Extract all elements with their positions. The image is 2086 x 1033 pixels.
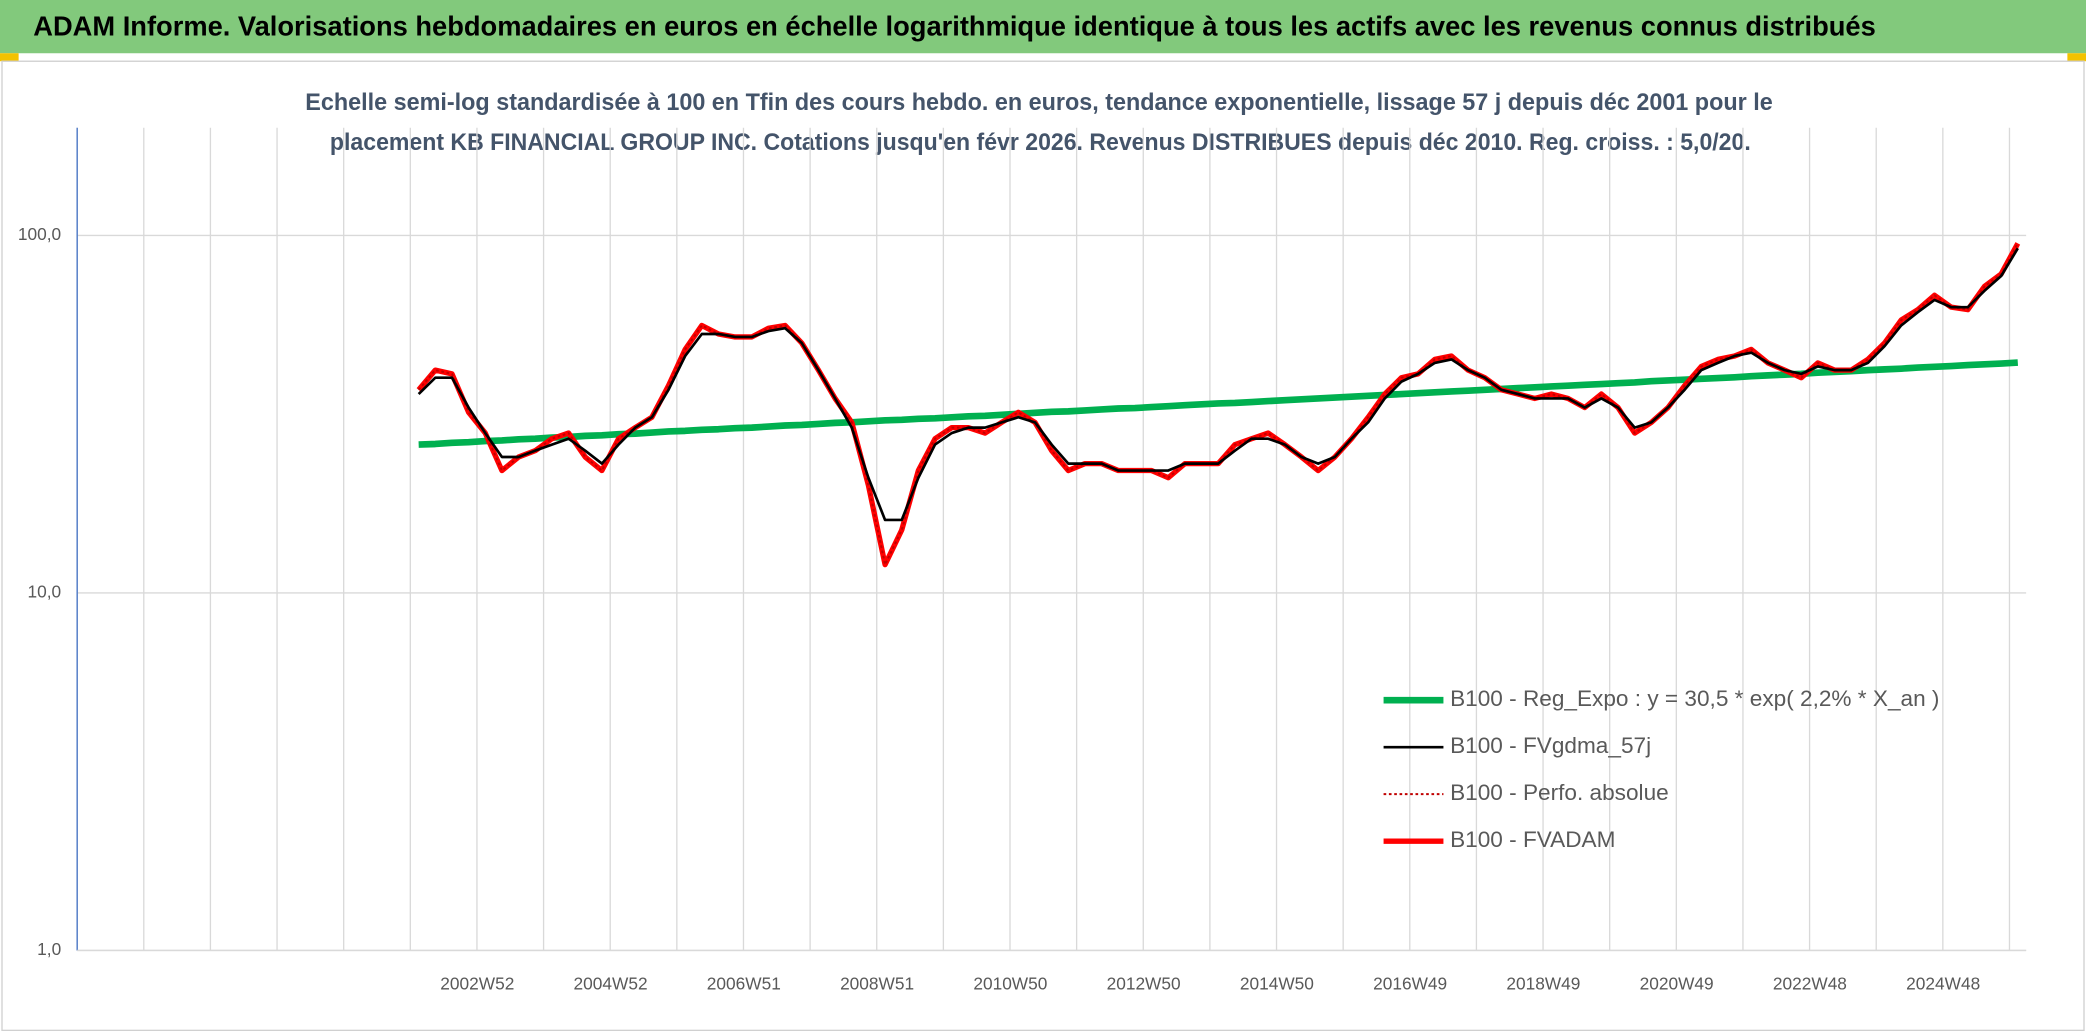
y-tick-label: 1,0 <box>37 939 61 959</box>
chart-frame <box>1 60 2085 1032</box>
series-line <box>417 247 2019 522</box>
x-tick-label: 2008W51 <box>840 974 914 994</box>
x-tick-label: 2014W50 <box>1240 974 1314 994</box>
legend-label: B100 - Perfo. absolue <box>1450 780 1669 805</box>
legend-label: B100 - FVgdma_57j <box>1450 733 1651 758</box>
legend-label: B100 - FVADAM <box>1450 827 1615 852</box>
x-tick-label: 2018W49 <box>1506 974 1580 994</box>
x-tick-label: 2024W48 <box>1906 974 1980 994</box>
x-tick-label: 2010W50 <box>973 974 1047 994</box>
chart-title: Echelle semi-log standardisée à 100 en T… <box>305 89 1772 116</box>
x-tick-label: 2016W49 <box>1373 974 1447 994</box>
header-title: ADAM Informe. Valorisations hebdomadaire… <box>33 10 1876 41</box>
y-tick-label: 10,0 <box>28 582 62 602</box>
x-tick-label: 2022W48 <box>1773 974 1847 994</box>
y-tick-label: 100,0 <box>18 224 61 244</box>
x-tick-label: 2002W52 <box>440 974 514 994</box>
legend-label: B100 - Reg_Expo : y = 30,5 * exp( 2,2% *… <box>1450 686 1939 711</box>
corner-mark <box>2067 53 2086 62</box>
x-tick-label: 2006W51 <box>707 974 781 994</box>
chart-title: placement KB FINANCIAL GROUP INC. Cotati… <box>330 129 1751 156</box>
x-tick-label: 2020W49 <box>1640 974 1714 994</box>
header-band <box>0 0 2086 54</box>
corner-mark <box>0 53 19 62</box>
series-line <box>418 359 2019 448</box>
x-tick-label: 2012W50 <box>1107 974 1181 994</box>
x-tick-label: 2004W52 <box>574 974 648 994</box>
